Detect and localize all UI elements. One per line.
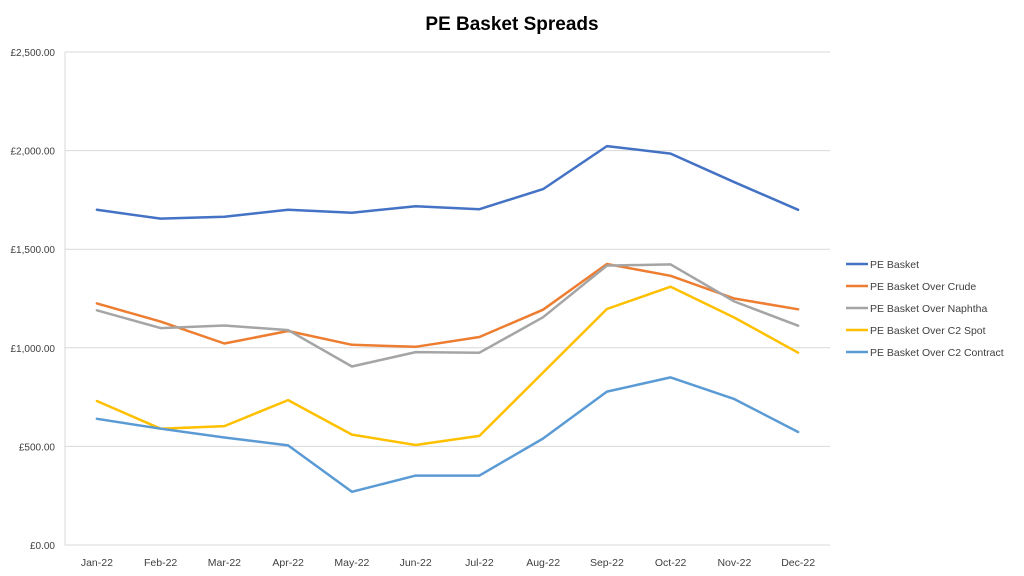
x-tick-label: Jun-22	[400, 557, 432, 569]
y-tick-label: £500.00	[19, 442, 56, 453]
x-tick-label: Mar-22	[208, 557, 241, 569]
legend-label: PE Basket	[870, 259, 919, 271]
series-line-5	[95, 376, 800, 494]
legend-label: PE Basket Over C2 Spot	[870, 325, 986, 337]
x-tick-label: Aug-22	[526, 557, 560, 569]
series-line-4	[95, 285, 800, 447]
x-tick-label: Dec-22	[781, 557, 815, 569]
x-tick-label: Nov-22	[717, 557, 751, 569]
x-tick-label: Oct-22	[655, 557, 687, 569]
y-tick-label: £2,000.00	[11, 147, 56, 158]
legend-label: PE Basket Over Naphtha	[870, 303, 987, 315]
series-line-1	[95, 144, 800, 220]
x-tick-label: Jul-22	[465, 557, 494, 569]
series-line-2	[95, 262, 800, 349]
legend-label: PE Basket Over Crude	[870, 281, 976, 293]
y-tick-label: £0.00	[30, 541, 55, 552]
x-tick-label: Apr-22	[272, 557, 304, 569]
legend-label: PE Basket Over C2 Contract	[870, 347, 1004, 359]
x-tick-label: Sep-22	[590, 557, 624, 569]
y-tick-label: £1,500.00	[11, 245, 56, 256]
x-tick-label: Jan-22	[81, 557, 113, 569]
y-tick-label: £1,000.00	[11, 344, 56, 355]
series-line-3	[95, 263, 800, 368]
x-tick-label: Feb-22	[144, 557, 177, 569]
chart-title: PE Basket Spreads	[425, 14, 599, 35]
x-tick-label: May-22	[334, 557, 369, 569]
y-tick-label: £2,500.00	[11, 48, 56, 59]
